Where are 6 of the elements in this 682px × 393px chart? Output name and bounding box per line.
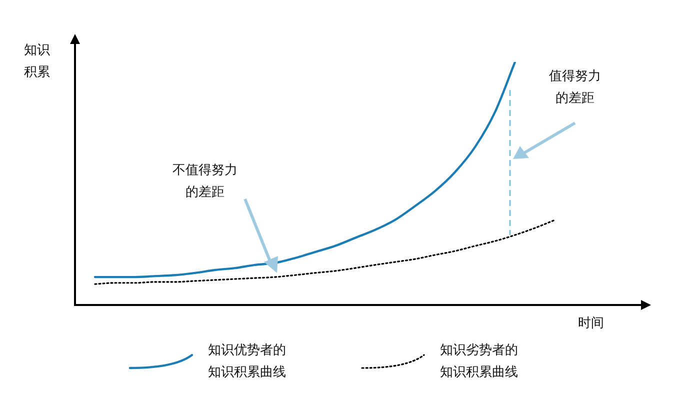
annotation: 不值得努力的差距	[172, 162, 238, 202]
y-axis-title: 知识积累	[24, 42, 51, 82]
legend-label: 知识劣势者的知识积累曲线	[440, 342, 519, 382]
x-axis-title: 时间	[578, 315, 604, 333]
annotation: 值得努力的差距	[548, 68, 602, 108]
legend-label: 知识优势者的知识积累曲线	[208, 342, 287, 382]
